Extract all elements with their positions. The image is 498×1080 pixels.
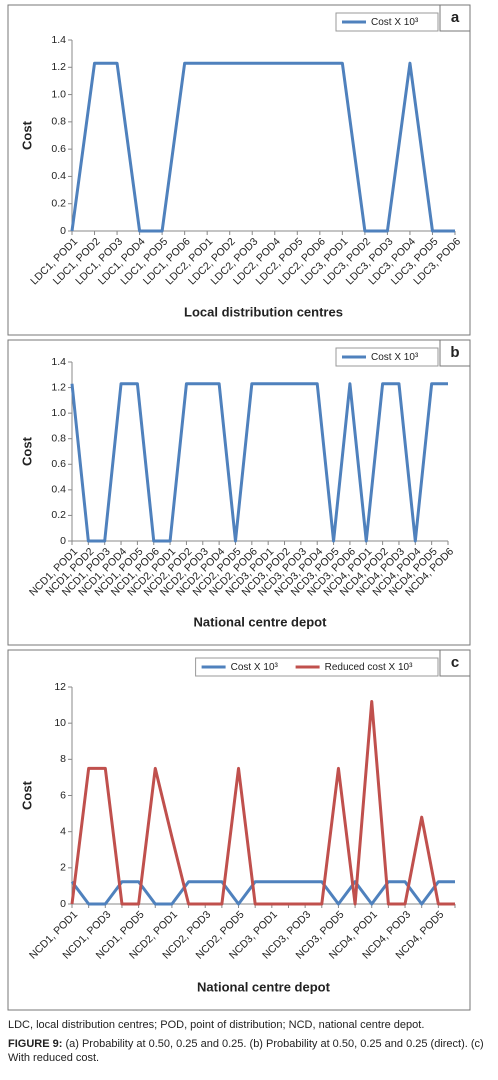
y-tick-label: 1.2: [51, 61, 66, 73]
y-tick-label: 6: [60, 789, 66, 801]
y-tick-label: 12: [54, 681, 66, 693]
legend-label: Cost X 10³: [371, 17, 419, 28]
y-axis-label: Cost: [19, 436, 34, 466]
y-tick-label: 0: [60, 225, 66, 237]
y-tick-label: 0.8: [51, 116, 66, 128]
legend-box: [335, 347, 439, 367]
y-tick-label: 0.6: [51, 143, 66, 155]
y-tick-label: 0: [60, 898, 66, 910]
abbreviations: LDC, local distribution centres; POD, po…: [8, 1019, 425, 1031]
panel-label: b: [450, 344, 459, 361]
y-tick-label: 0.4: [51, 484, 66, 496]
y-tick-label: 1.2: [51, 381, 66, 393]
y-axis-label: Cost: [19, 780, 34, 810]
x-axis-label: Local distribution centres: [184, 304, 343, 319]
line: [70, 880, 455, 906]
y-axis-label: Cost: [19, 120, 34, 150]
y-tick-label: 8: [60, 753, 66, 765]
line: [70, 699, 455, 906]
legend-label: Cost X 10³: [371, 352, 419, 363]
panel-label: c: [451, 654, 459, 671]
line: [70, 61, 455, 233]
panel-border: [7, 649, 471, 1011]
panel-label: a: [451, 9, 460, 26]
panel-label-box: [439, 649, 471, 677]
panel-border: [7, 339, 471, 646]
caption: FIGURE 9: (a) Probability at 0.50, 0.25 …: [8, 1037, 488, 1065]
panel-label-box: [439, 339, 471, 367]
x-axis-label: National centre depot: [197, 979, 331, 994]
figure-label: FIGURE 9:: [8, 1038, 63, 1050]
panel-label-box: [439, 4, 471, 32]
panel-border: [7, 4, 471, 336]
y-tick-label: 1.4: [51, 356, 66, 368]
y-tick-label: 2: [60, 862, 66, 874]
line: [70, 382, 448, 543]
y-tick-label: 0: [60, 535, 66, 547]
legend-label: Reduced cost X 10³: [325, 662, 413, 673]
y-tick-label: 0.4: [51, 170, 66, 182]
y-tick-label: 0.2: [51, 509, 66, 521]
y-tick-label: 0.8: [51, 432, 66, 444]
x-axis-label: National centre depot: [194, 614, 328, 629]
y-tick-label: 1.4: [51, 34, 66, 46]
y-tick-label: 4: [60, 825, 66, 837]
y-tick-label: 0.6: [51, 458, 66, 470]
y-tick-label: 10: [54, 717, 66, 729]
y-tick-label: 0.2: [51, 197, 66, 209]
y-tick-label: 1.0: [51, 88, 66, 100]
caption-text: (a) Probability at 0.50, 0.25 and 0.25. …: [8, 1038, 484, 1064]
legend-box: [335, 12, 439, 32]
y-tick-label: 1.0: [51, 407, 66, 419]
legend-label: Cost X 10³: [231, 662, 279, 673]
